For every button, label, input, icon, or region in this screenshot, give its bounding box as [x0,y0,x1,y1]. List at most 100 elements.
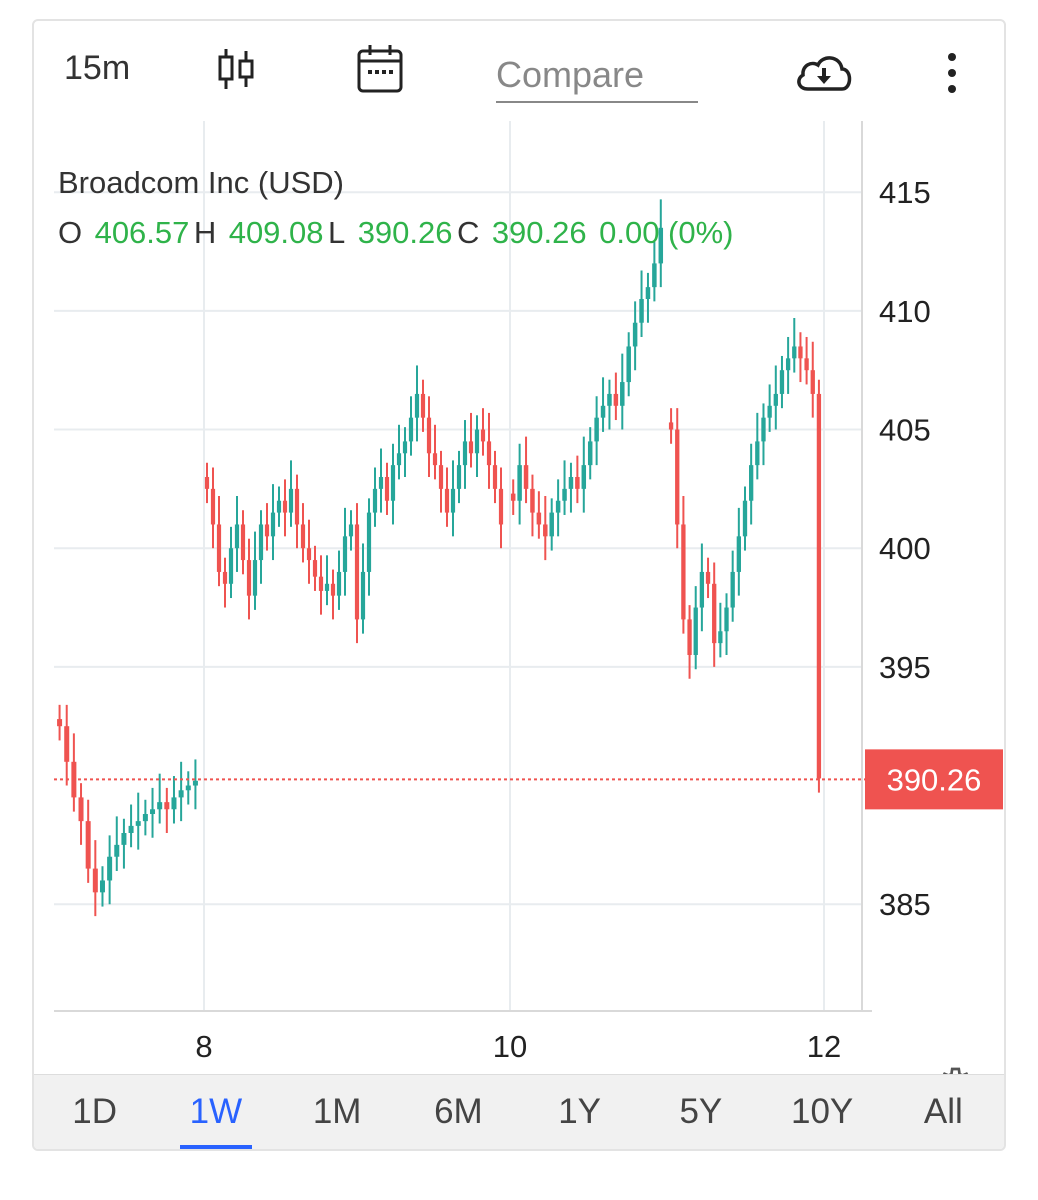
candle-body [693,607,698,655]
cloud-download-icon[interactable] [794,51,854,95]
period-tab-1w[interactable]: 1W [155,1075,276,1149]
period-tab-all[interactable]: All [923,1092,963,1131]
candle-body [228,548,234,584]
period-tab-1d[interactable]: 1D [72,1092,117,1131]
candle-body [294,488,300,525]
candle-body [530,488,535,513]
close-label: C [457,215,479,250]
candle-body [222,571,228,584]
candlestick-icon[interactable] [216,47,256,91]
candle-body [755,441,760,466]
candle-body [536,512,542,525]
candle-body [767,405,772,418]
chart-widget: 15m Compare [32,19,1006,1151]
candle-body [99,880,105,893]
candle-body [658,227,664,264]
interval-selector[interactable]: 15m [64,49,131,87]
period-tab-6m[interactable]: 6M [434,1092,483,1131]
candle-body [510,493,516,501]
chart-title: Broadcom Inc (USD) [58,165,344,200]
candle-body [264,524,270,537]
candle-body [360,571,366,620]
candle-body [462,441,468,466]
candle-body [234,524,240,549]
compare-input[interactable]: Compare [496,49,698,103]
candle-body [761,417,766,442]
candle-body [742,500,748,537]
candle-body [164,802,170,810]
candle-body [438,465,444,489]
candle-body [408,417,414,442]
candle-body [699,571,705,608]
candle-body [378,477,384,489]
candle-body [402,441,408,454]
candle-body [135,821,141,826]
candle-body [816,393,822,779]
candle-body [426,417,432,454]
candle-body [366,512,372,572]
candle-body [240,524,246,561]
candle-body [785,358,791,371]
candle-body [178,790,184,798]
candle-body [568,477,574,489]
candle-body [492,465,498,489]
candle-body [348,524,354,537]
candle-body [396,453,402,466]
high-value: 409.08 [229,215,324,250]
period-tab-1m[interactable]: 1M [312,1092,362,1131]
candle-body [171,797,177,810]
y-tick-label: 415 [879,175,931,210]
candle-body [318,576,324,591]
candle-body [246,560,252,596]
candle-body [78,797,84,822]
candle-body [523,465,529,489]
period-tab-10y[interactable]: 10Y [790,1092,854,1131]
candle-body [749,465,754,501]
candle-body [517,465,522,501]
candle-body [390,465,396,501]
candle-body [192,780,198,786]
candle-body [114,844,120,857]
candle-body [354,524,360,620]
y-tick-label: 400 [879,531,931,566]
period-tab-5y[interactable]: 5Y [679,1092,723,1131]
candle-body [450,488,456,513]
candle-body [645,287,651,299]
open-value: 406.57 [95,215,190,250]
calendar-icon[interactable] [356,43,404,95]
x-tick-label: 12 [807,1029,841,1064]
candle-body [575,477,580,489]
candle-body [607,393,612,406]
candle-body [668,422,674,430]
candle-body [562,488,567,501]
candle-body [336,571,342,596]
candle-body [312,560,318,577]
candle-body [444,488,450,513]
y-tick-label: 395 [879,650,931,685]
x-tick-label: 10 [493,1029,527,1064]
candle-body [626,346,631,383]
candle-body [384,477,390,501]
open-label: O [58,215,82,250]
last-price-tag: 390.26 [865,749,1003,810]
candle-body [128,825,134,833]
candle-body [157,802,163,810]
last-price-text: 390.26 [887,762,982,797]
candle-body [736,536,741,572]
candle-body [64,726,70,762]
candle-body [121,833,127,845]
candle-body [142,814,148,822]
candle-body [57,719,63,727]
period-selector: 1D 1W 1M 6M 1Y 5Y 10Y All [34,1074,1004,1149]
y-tick-label: 405 [879,413,931,448]
candle-body [107,856,113,881]
candle-body [687,619,692,655]
period-tab-1y[interactable]: 1Y [558,1092,602,1131]
chart-svg[interactable]: 415 410 405 400 395 385 8 10 12 Broadcom Inc (US… [34,121,1004,1101]
candle-body [330,583,336,596]
more-vertical-icon[interactable] [940,51,964,95]
toolbar: 15m Compare [34,21,1004,121]
price-chart[interactable]: 415 410 405 400 395 385 8 10 12 Broadcom Inc (US… [34,121,1004,1101]
candle-body [276,500,282,513]
candle-body [613,393,619,406]
